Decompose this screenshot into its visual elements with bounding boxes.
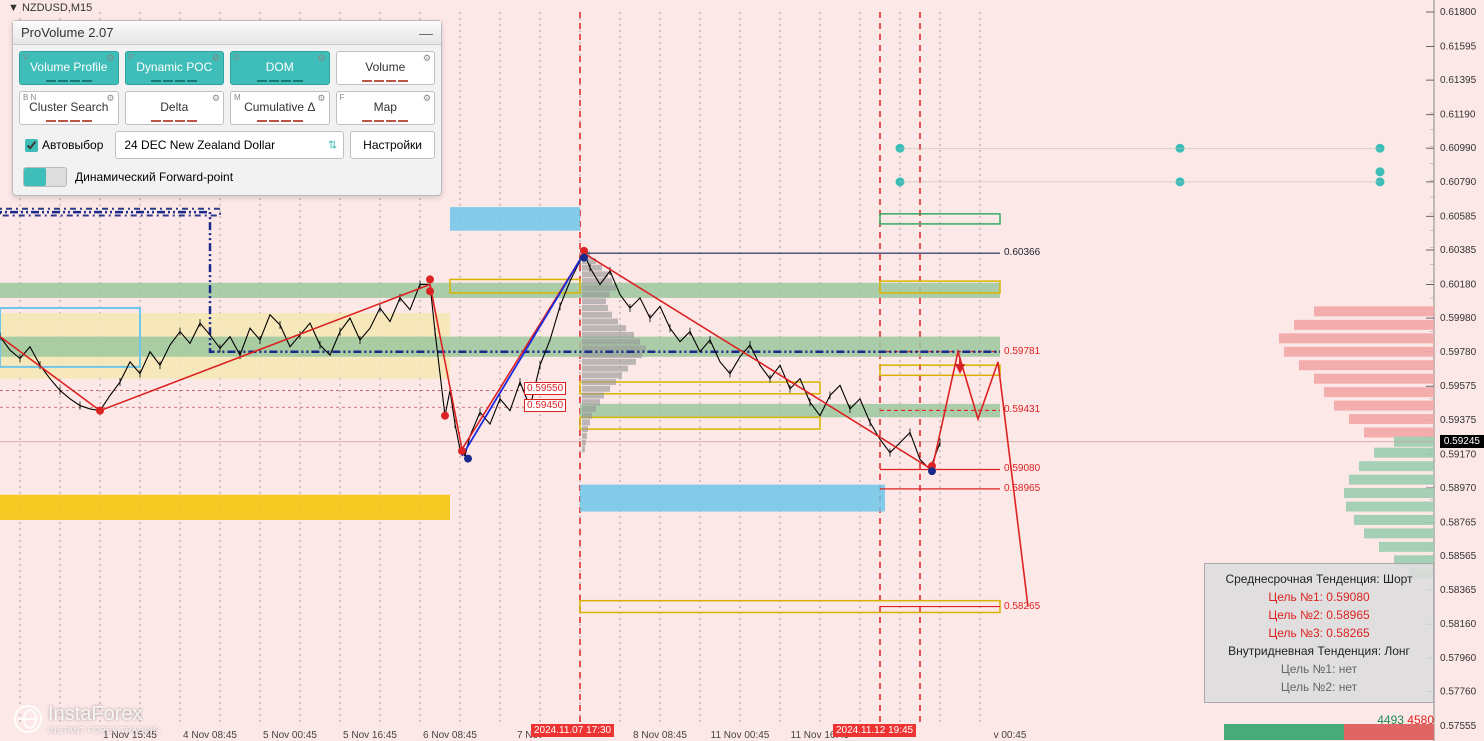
panel-button-cluster-search[interactable]: B N⚙Cluster Search bbox=[19, 91, 119, 125]
svg-text:0.59575: 0.59575 bbox=[1440, 381, 1477, 392]
level-label: 0.59080 bbox=[1004, 463, 1040, 474]
auto-select-checkbox[interactable]: Автовыбор bbox=[19, 134, 109, 156]
svg-text:5 Nov 00:45: 5 Nov 00:45 bbox=[263, 730, 317, 741]
time-highlight: 2024.11.07 17:30 bbox=[531, 724, 614, 737]
minimize-icon[interactable]: — bbox=[419, 26, 433, 40]
panel-button-cumulative-[interactable]: M⚙Cumulative Δ bbox=[230, 91, 330, 125]
level-label: 0.59781 bbox=[1004, 346, 1040, 357]
globe-icon bbox=[14, 705, 42, 733]
svg-text:0.61595: 0.61595 bbox=[1440, 41, 1477, 52]
watermark: InstaForex INSTANT FOREX TRADING bbox=[14, 703, 160, 735]
svg-text:0.57760: 0.57760 bbox=[1440, 687, 1477, 698]
volume-green: 4493 bbox=[1377, 713, 1404, 727]
svg-text:0.59780: 0.59780 bbox=[1440, 347, 1477, 358]
svg-text:v 00:45: v 00:45 bbox=[994, 730, 1027, 741]
svg-text:0.59170: 0.59170 bbox=[1440, 449, 1477, 460]
panel-button-volume-profile[interactable]: V⚙Volume Profile bbox=[19, 51, 119, 85]
svg-text:0.60385: 0.60385 bbox=[1440, 245, 1477, 256]
target-5: Цель №2: нет bbox=[1213, 678, 1425, 696]
panel-button-dynamic-poc[interactable]: P⚙Dynamic POC bbox=[125, 51, 225, 85]
level-label: 0.58965 bbox=[1004, 483, 1040, 494]
price-box-label: 0.59550 bbox=[524, 382, 566, 395]
level-label: 0.60366 bbox=[1004, 247, 1040, 258]
panel-button-volume[interactable]: ⚙Volume bbox=[336, 51, 436, 85]
panel-header[interactable]: ProVolume 2.07 — bbox=[13, 21, 441, 45]
forward-point-toggle[interactable] bbox=[23, 167, 67, 187]
time-highlight: 2024.11.12 19:45 bbox=[833, 724, 916, 737]
panel-button-delta[interactable]: ⚙Delta bbox=[125, 91, 225, 125]
watermark-sub: INSTANT FOREX TRADING bbox=[48, 726, 160, 735]
auto-select-label: Автовыбор bbox=[42, 138, 103, 152]
svg-text:8 Nov 08:45: 8 Nov 08:45 bbox=[633, 730, 687, 741]
trend-info-box: Среднесрочная Тенденция: Шорт Цель №1: 0… bbox=[1204, 563, 1434, 703]
svg-text:0.61395: 0.61395 bbox=[1440, 75, 1477, 86]
provolume-panel: ProVolume 2.07 — V⚙Volume ProfileP⚙Dynam… bbox=[12, 20, 442, 196]
panel-row-1: V⚙Volume ProfileP⚙Dynamic POCD⚙DOM⚙Volum… bbox=[19, 51, 435, 85]
gear-icon[interactable]: ⚙ bbox=[423, 93, 431, 104]
instrument-label[interactable]: ▼ NZDUSD,M15 bbox=[6, 2, 94, 14]
gear-icon[interactable]: ⚙ bbox=[423, 53, 431, 64]
contract-select[interactable]: 24 DEC New Zealand Dollar bbox=[115, 131, 344, 159]
svg-text:0.58765: 0.58765 bbox=[1440, 517, 1477, 528]
svg-text:0.60990: 0.60990 bbox=[1440, 143, 1477, 154]
level-label: 0.58265 bbox=[1004, 601, 1040, 612]
current-price-tag: 0.59245 bbox=[1440, 435, 1484, 448]
volume-footer: 4493 4580 bbox=[1377, 713, 1434, 727]
forward-point-label: Динамический Forward-point bbox=[75, 170, 233, 184]
panel-button-dom[interactable]: D⚙DOM bbox=[230, 51, 330, 85]
gear-icon[interactable]: ⚙ bbox=[212, 53, 220, 64]
volume-red: 4580 bbox=[1407, 713, 1434, 727]
svg-text:0.61800: 0.61800 bbox=[1440, 7, 1477, 18]
svg-text:0.60585: 0.60585 bbox=[1440, 211, 1477, 222]
svg-text:0.58160: 0.58160 bbox=[1440, 619, 1477, 630]
gear-icon[interactable]: ⚙ bbox=[317, 53, 325, 64]
watermark-brand: InstaForex bbox=[48, 703, 142, 725]
panel-button-map[interactable]: F⚙Map bbox=[336, 91, 436, 125]
gear-icon[interactable]: ⚙ bbox=[106, 53, 114, 64]
trend-intraday-heading: Внутридневная Тенденция: Лонг bbox=[1213, 642, 1425, 660]
gear-icon[interactable]: ⚙ bbox=[212, 93, 220, 104]
panel-title: ProVolume 2.07 bbox=[21, 25, 114, 40]
svg-text:0.60180: 0.60180 bbox=[1440, 279, 1477, 290]
svg-text:0.59980: 0.59980 bbox=[1440, 313, 1477, 324]
svg-text:0.58365: 0.58365 bbox=[1440, 585, 1477, 596]
level-label: 0.59431 bbox=[1004, 404, 1040, 415]
svg-text:0.57960: 0.57960 bbox=[1440, 653, 1477, 664]
trend-mid-heading: Среднесрочная Тенденция: Шорт bbox=[1213, 570, 1425, 588]
price-box-label: 0.59450 bbox=[524, 399, 566, 412]
svg-text:0.60790: 0.60790 bbox=[1440, 177, 1477, 188]
settings-button[interactable]: Настройки bbox=[350, 131, 435, 159]
gear-icon[interactable]: ⚙ bbox=[317, 93, 325, 104]
svg-text:0.58970: 0.58970 bbox=[1440, 483, 1477, 494]
auto-select-input[interactable] bbox=[25, 139, 38, 152]
svg-text:0.59375: 0.59375 bbox=[1440, 415, 1477, 426]
gear-icon[interactable]: ⚙ bbox=[106, 93, 114, 104]
svg-text:5 Nov 16:45: 5 Nov 16:45 bbox=[343, 730, 397, 741]
target-2: Цель №2: 0.58965 bbox=[1213, 606, 1425, 624]
svg-text:0.57555: 0.57555 bbox=[1440, 721, 1477, 732]
svg-text:4 Nov 08:45: 4 Nov 08:45 bbox=[183, 730, 237, 741]
svg-text:0.58565: 0.58565 bbox=[1440, 551, 1477, 562]
target-4: Цель №1: нет bbox=[1213, 660, 1425, 678]
svg-text:11 Nov 00:45: 11 Nov 00:45 bbox=[711, 730, 770, 741]
target-3: Цель №3: 0.58265 bbox=[1213, 624, 1425, 642]
chart-root: 0.61800 0.61595 0.61395 0.61190 0.60990 0.607… bbox=[0, 0, 1484, 741]
panel-row-2: B N⚙Cluster Search⚙DeltaM⚙Cumulative ΔF⚙… bbox=[19, 91, 435, 125]
svg-text:0.61190: 0.61190 bbox=[1440, 110, 1476, 121]
svg-text:6 Nov 08:45: 6 Nov 08:45 bbox=[423, 730, 477, 741]
target-1: Цель №1: 0.59080 bbox=[1213, 588, 1425, 606]
